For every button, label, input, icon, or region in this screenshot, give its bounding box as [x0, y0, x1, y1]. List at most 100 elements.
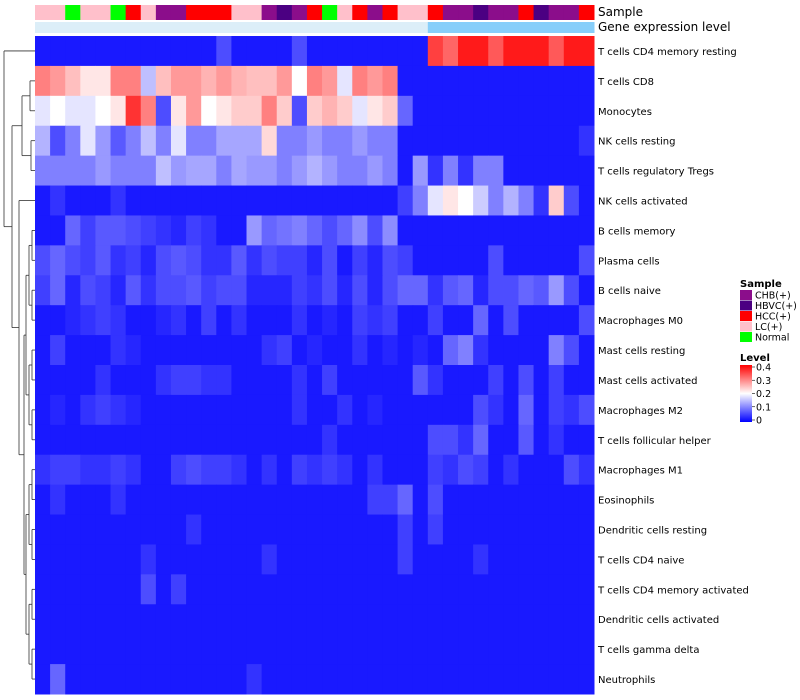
row-label: T cells gamma delta: [597, 645, 699, 656]
heatmap-cell: [95, 155, 112, 187]
row-label: T cells regulatory Tregs: [597, 167, 714, 178]
heatmap-cell: [261, 36, 278, 67]
heatmap-cell: [488, 185, 504, 216]
heatmap-cell: [488, 394, 504, 426]
heatmap-cell: [35, 155, 51, 187]
row-label: B cells naive: [598, 286, 661, 297]
heatmap-cell: [186, 574, 202, 605]
heatmap-cell: [201, 365, 217, 396]
heatmap-cell: [503, 484, 519, 516]
legend-swatch: [740, 311, 752, 321]
heatmap-cell: [533, 484, 550, 516]
heatmap-cell: [231, 245, 248, 276]
heatmap-cell: [216, 394, 232, 426]
heatmap-cell: [337, 514, 353, 545]
heatmap-cell: [473, 365, 489, 396]
heatmap-cell: [578, 664, 595, 695]
heatmap-cell: [276, 155, 293, 187]
expression-annotation-cell: [110, 22, 127, 33]
heatmap-cell: [578, 394, 595, 426]
heatmap-cell: [473, 634, 489, 665]
heatmap-cell: [442, 215, 459, 246]
sample-annotation-cell: [50, 5, 66, 20]
heatmap-cell: [578, 95, 595, 127]
row-label: NK cells activated: [598, 197, 688, 208]
heatmap-cell: [125, 484, 142, 516]
sample-annotation-cell: [80, 5, 96, 20]
row-label: T cells CD4 naive: [597, 555, 684, 566]
heatmap-cell: [140, 65, 157, 97]
expression-annotation-cell: [352, 22, 368, 33]
heatmap-cell: [306, 424, 323, 456]
expression-annotation-cell: [563, 22, 580, 33]
heatmap-cell: [563, 544, 580, 575]
heatmap-cell: [35, 394, 51, 426]
heatmap-cell: [201, 275, 217, 306]
heatmap-cell: [80, 634, 96, 665]
heatmap-cell: [322, 185, 338, 216]
heatmap-cell: [155, 125, 172, 157]
heatmap-cell: [397, 664, 414, 695]
heatmap-cell: [458, 335, 474, 366]
sample-annotation-cell: [65, 5, 81, 20]
heatmap-cell: [65, 424, 81, 456]
heatmap-cell: [473, 484, 489, 516]
heatmap-cell: [548, 36, 565, 67]
heatmap-cell: [50, 95, 66, 127]
level-colorbar: [740, 365, 752, 422]
heatmap-cell: [65, 574, 81, 605]
heatmap-cell: [80, 155, 96, 187]
heatmap-cell: [397, 454, 414, 486]
heatmap-cell: [155, 95, 172, 127]
heatmap-cell: [563, 604, 580, 635]
level-tick-label: 0.1: [756, 402, 771, 413]
heatmap-cell: [367, 245, 383, 276]
heatmap-cell: [322, 305, 338, 336]
heatmap-cell: [231, 664, 248, 695]
heatmap-cell: [186, 95, 202, 127]
heatmap-cells: [35, 36, 595, 695]
heatmap-cell: [231, 454, 248, 486]
heatmap-cell: [291, 424, 308, 456]
expression-annotation-cell: [140, 22, 157, 33]
heatmap-cell: [50, 664, 66, 695]
heatmap-cell: [155, 305, 172, 336]
heatmap-cell: [518, 544, 535, 575]
level-tick-label: 0.4: [756, 363, 771, 374]
row-label: Plasma cells: [598, 256, 660, 267]
heatmap-cell: [201, 424, 217, 456]
heatmap-cell: [261, 664, 278, 695]
heatmap-cell: [170, 365, 187, 396]
heatmap-cell: [35, 185, 51, 216]
heatmap-cell: [170, 484, 187, 516]
heatmap-cell: [35, 215, 51, 246]
heatmap-cell: [95, 514, 112, 545]
heatmap-cell: [352, 36, 368, 67]
heatmap-cell: [518, 36, 535, 67]
heatmap-cell: [503, 335, 519, 366]
heatmap-cell: [95, 245, 112, 276]
heatmap-cell: [533, 125, 550, 157]
heatmap-cell: [110, 454, 127, 486]
row-label: T cells CD8: [597, 77, 654, 88]
expression-annotation-cell: [488, 22, 504, 33]
heatmap-cell: [563, 335, 580, 366]
heatmap-cell: [533, 574, 550, 605]
heatmap-cell: [110, 95, 127, 127]
heatmap-cell: [261, 514, 278, 545]
row-label: Macrophages M1: [598, 466, 683, 477]
heatmap-cell: [201, 36, 217, 67]
expression-annotation-cell: [201, 22, 217, 33]
heatmap-cell: [548, 215, 565, 246]
heatmap-cell: [352, 305, 368, 336]
heatmap-cell: [170, 185, 187, 216]
heatmap-cell: [352, 454, 368, 486]
heatmap-cell: [533, 335, 550, 366]
heatmap-cell: [473, 125, 489, 157]
sample-annotation-cell: [276, 5, 293, 20]
heatmap-cell: [231, 36, 248, 67]
heatmap-cell: [186, 125, 202, 157]
heatmap-cell: [337, 394, 353, 426]
heatmap-cell: [201, 95, 217, 127]
heatmap-cell: [503, 305, 519, 336]
